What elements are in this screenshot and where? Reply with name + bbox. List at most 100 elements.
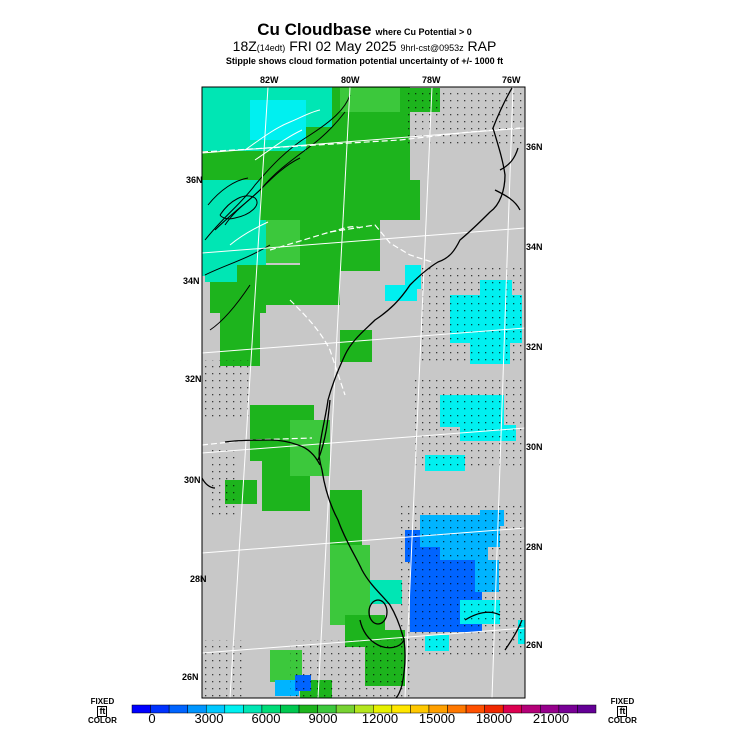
cell-cyan	[413, 265, 421, 273]
cell-aqua	[258, 228, 266, 236]
cell-green	[268, 239, 276, 247]
cell-cyan	[250, 108, 258, 116]
cell-green	[314, 436, 322, 444]
cell-cyan	[282, 116, 290, 124]
cell-green	[354, 545, 362, 553]
cell-green	[348, 96, 356, 104]
cell-green	[228, 310, 236, 318]
cell-aqua	[218, 228, 226, 236]
cell-green	[404, 212, 412, 220]
cell-green	[249, 480, 257, 488]
cell-green	[348, 338, 356, 346]
cell-aqua	[226, 127, 234, 135]
cell-aqua	[250, 244, 258, 252]
cell-aqua	[210, 204, 218, 212]
cell-green	[268, 204, 276, 212]
cell-green	[394, 143, 402, 151]
cell-green	[300, 180, 308, 188]
cell-green	[404, 204, 412, 212]
cell-green	[381, 630, 389, 638]
colorbar-right-label: FIXED ft COLOR	[608, 698, 637, 725]
cell-aqua	[250, 180, 258, 188]
cell-aqua	[226, 228, 234, 236]
cell-aqua	[282, 87, 290, 95]
cell-green	[306, 460, 314, 468]
cell-aqua	[266, 95, 274, 103]
cell-green	[276, 204, 284, 212]
cell-aqua	[202, 228, 210, 236]
cell-green	[322, 436, 330, 444]
cell-green	[330, 95, 338, 103]
cell-cyan	[266, 124, 274, 132]
cell-green	[276, 297, 284, 305]
cell-green	[372, 196, 380, 204]
cell-green	[252, 358, 260, 366]
cell-aqua	[218, 87, 226, 95]
cell-green	[314, 167, 322, 175]
cell-green	[226, 281, 234, 289]
cell-green	[268, 281, 276, 289]
cell-green	[210, 159, 218, 167]
cell-green	[348, 354, 356, 362]
cell-green	[346, 609, 354, 617]
cell-aqua	[308, 111, 316, 119]
cell-cyan	[258, 100, 266, 108]
cell-cyan	[290, 108, 298, 116]
cell-green	[276, 265, 284, 273]
cell-green	[250, 265, 258, 273]
cell-green	[332, 188, 340, 196]
cell-green	[364, 231, 372, 239]
local-time: (14edt)	[256, 43, 286, 53]
cell-green	[308, 239, 316, 247]
cell-green	[330, 143, 338, 151]
cell-green	[362, 119, 370, 127]
cell-aqua	[378, 596, 386, 604]
cell-green	[266, 437, 274, 445]
cell-green	[282, 175, 290, 183]
cell-green	[377, 623, 385, 631]
cell-aqua	[234, 228, 242, 236]
cell-green	[372, 255, 380, 263]
cell-green	[362, 151, 370, 159]
cell-aqua	[250, 204, 258, 212]
cell-green	[332, 281, 340, 289]
cell-green	[308, 188, 316, 196]
cell-green	[250, 297, 258, 305]
cell-green	[252, 334, 260, 342]
cell-green	[324, 247, 332, 255]
cell-green	[316, 255, 324, 263]
cell-green	[338, 167, 346, 175]
cell-green	[345, 623, 353, 631]
cell-green	[300, 239, 308, 247]
cell-cyan	[405, 281, 413, 289]
cell-aqua	[226, 188, 234, 196]
cell-green	[274, 429, 282, 437]
cell-green	[266, 151, 274, 159]
cell-green	[250, 437, 258, 445]
cell-green	[346, 561, 354, 569]
cell-green	[282, 151, 290, 159]
cell-green	[377, 615, 385, 623]
cell-green	[236, 350, 244, 358]
cell-green	[348, 88, 356, 96]
cell-green	[278, 666, 286, 674]
cell-aqua	[202, 119, 210, 127]
cell-green	[290, 428, 298, 436]
cell-green	[226, 159, 234, 167]
cell-aqua	[202, 87, 210, 95]
title-main: Cu Cloudbase	[257, 20, 372, 39]
cell-green	[290, 436, 298, 444]
cell-aqua	[250, 228, 258, 236]
cell-green	[356, 263, 364, 271]
cell-green	[404, 180, 412, 188]
cell-green	[378, 167, 386, 175]
cell-green	[338, 522, 346, 530]
cell-green	[290, 405, 298, 413]
cell-green	[250, 281, 258, 289]
cell-green	[250, 151, 258, 159]
cell-aqua	[250, 252, 258, 260]
cell-aqua	[234, 87, 242, 95]
cell-aqua	[234, 212, 242, 220]
cell-cyan	[385, 285, 393, 293]
cell-green	[249, 488, 257, 496]
